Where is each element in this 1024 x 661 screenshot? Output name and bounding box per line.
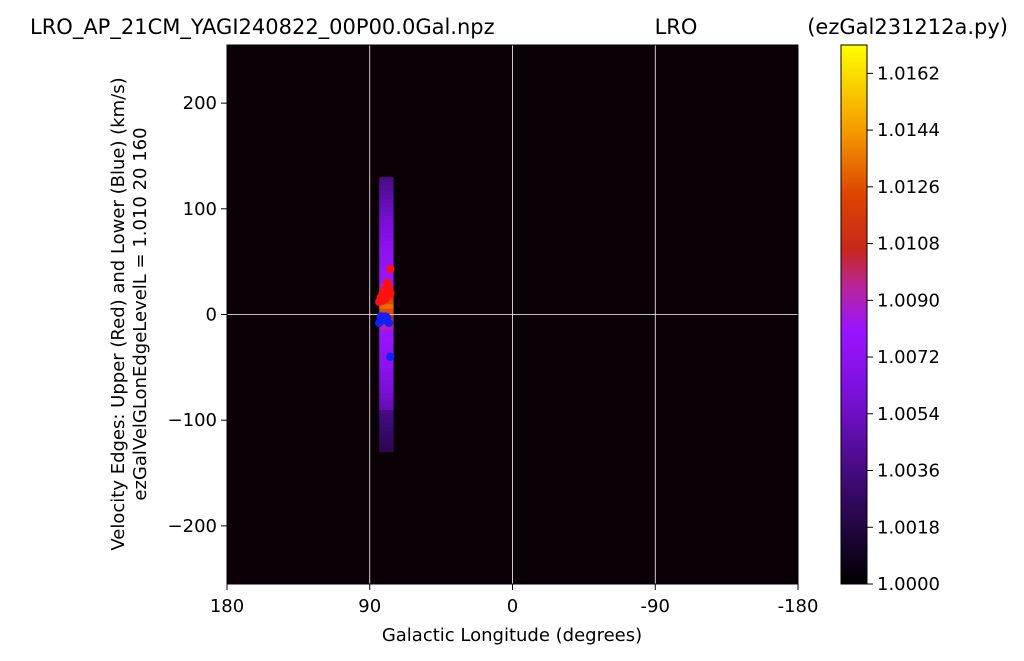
colorbar-tick-label: 1.0162	[877, 63, 940, 84]
band-cell	[379, 363, 394, 368]
band-cell	[379, 210, 394, 216]
band-cell	[379, 232, 394, 237]
upper-edge-point	[382, 278, 392, 287]
band-cell	[379, 274, 394, 279]
upper-edge-point	[386, 264, 395, 274]
x-axis: 180 90 0 -90 -180	[210, 584, 819, 617]
band-cell	[379, 396, 394, 402]
colorbar-tick-label: 1.0126	[877, 177, 940, 198]
band-cell	[379, 215, 394, 220]
y-tick-label: 0	[206, 305, 217, 326]
band-cell	[379, 198, 394, 203]
colorbar-tick-label: 1.0108	[877, 234, 940, 255]
band-cell	[379, 240, 394, 246]
colorbar-tick-label: 1.0000	[877, 574, 940, 595]
x-tick-label: 0	[507, 596, 518, 617]
band-cell	[379, 206, 394, 212]
band-cell	[379, 333, 394, 339]
band-cell	[379, 181, 394, 186]
y-axis-label-line1: Velocity Edges: Upper (Red) and Lower (B…	[108, 77, 129, 550]
band-cell	[379, 375, 394, 381]
band-cell	[379, 447, 394, 453]
band-cell	[379, 329, 394, 334]
band-cell	[379, 257, 394, 263]
colorbar-tick-label: 1.0072	[877, 347, 940, 368]
band-cell	[379, 409, 394, 415]
band-cell	[379, 434, 394, 440]
chart-title-center: LRO	[655, 15, 698, 39]
band-cell	[379, 253, 394, 258]
band-cell	[379, 367, 394, 372]
band-cell	[379, 405, 394, 411]
band-cell	[379, 270, 394, 275]
colorbar-tick-label: 1.0018	[877, 517, 940, 538]
band-cell	[379, 189, 394, 195]
chart-title-right: (ezGal231212a.py)	[807, 15, 1008, 39]
y-tick-label: −200	[168, 516, 217, 537]
band-cell	[379, 358, 394, 364]
band-cell	[379, 177, 394, 182]
band-cell	[379, 346, 394, 351]
band-cell	[379, 388, 394, 394]
band-cell	[379, 371, 394, 377]
x-tick-label: -90	[641, 596, 670, 617]
colorbar-tick-label: 1.0090	[877, 290, 940, 311]
band-cell	[379, 380, 394, 385]
band-cell	[379, 418, 394, 423]
colorbar	[840, 44, 868, 585]
y-tick-label: −100	[168, 410, 217, 431]
y-axis: 200 100 0 −100 −200	[168, 93, 227, 537]
y-axis-label-line2: ezGalVelGLonEdgeLevelL = 1.010 20 160	[130, 127, 151, 500]
band-cell	[379, 185, 394, 191]
band-cell	[379, 248, 394, 254]
y-tick-label: 100	[183, 199, 217, 220]
band-cell	[379, 303, 394, 309]
band-cell	[379, 422, 394, 427]
band-cell	[379, 219, 394, 225]
band-cell	[379, 223, 394, 229]
band-cell	[379, 413, 394, 419]
colorbar-tick-label: 1.0036	[877, 461, 940, 482]
band-cell	[379, 337, 394, 343]
upper-edge-point	[378, 296, 387, 305]
x-tick-label: 180	[210, 596, 244, 617]
band-cell	[379, 401, 394, 406]
band-cell	[379, 236, 394, 241]
band-cell	[379, 384, 394, 389]
band-cell	[379, 261, 394, 267]
chart-title-left: LRO_AP_21CM_YAGI240822_00P00.0Gal.npz	[30, 15, 495, 40]
colorbar-tick-label: 1.0144	[877, 120, 940, 141]
band-cell	[379, 194, 394, 199]
band-cell	[379, 430, 394, 436]
band-cell	[379, 443, 394, 449]
x-tick-label: 90	[358, 596, 381, 617]
band-cell	[379, 341, 394, 347]
colorbar-tick-label: 1.0054	[877, 404, 940, 425]
band-cell	[379, 350, 394, 356]
band-cell	[379, 308, 394, 313]
band-cell	[379, 325, 394, 330]
colorbar-ticks: 1.0162 1.0144 1.0126 1.0108 1.0090 1.0072 1.00…	[867, 63, 940, 595]
band-cell	[379, 392, 394, 398]
band-cell	[379, 227, 394, 233]
edge-points	[375, 264, 395, 361]
lower-edge-point	[384, 318, 393, 328]
band-cell	[379, 426, 394, 432]
x-axis-label: Galactic Longitude (degrees)	[382, 625, 642, 646]
band-cell	[379, 439, 394, 444]
x-tick-label: -180	[778, 596, 819, 617]
lower-edge-point	[381, 312, 390, 321]
band-cell	[379, 202, 394, 208]
lower-edge-point	[386, 352, 395, 361]
y-tick-label: 200	[183, 93, 217, 114]
band-cell	[379, 244, 394, 250]
